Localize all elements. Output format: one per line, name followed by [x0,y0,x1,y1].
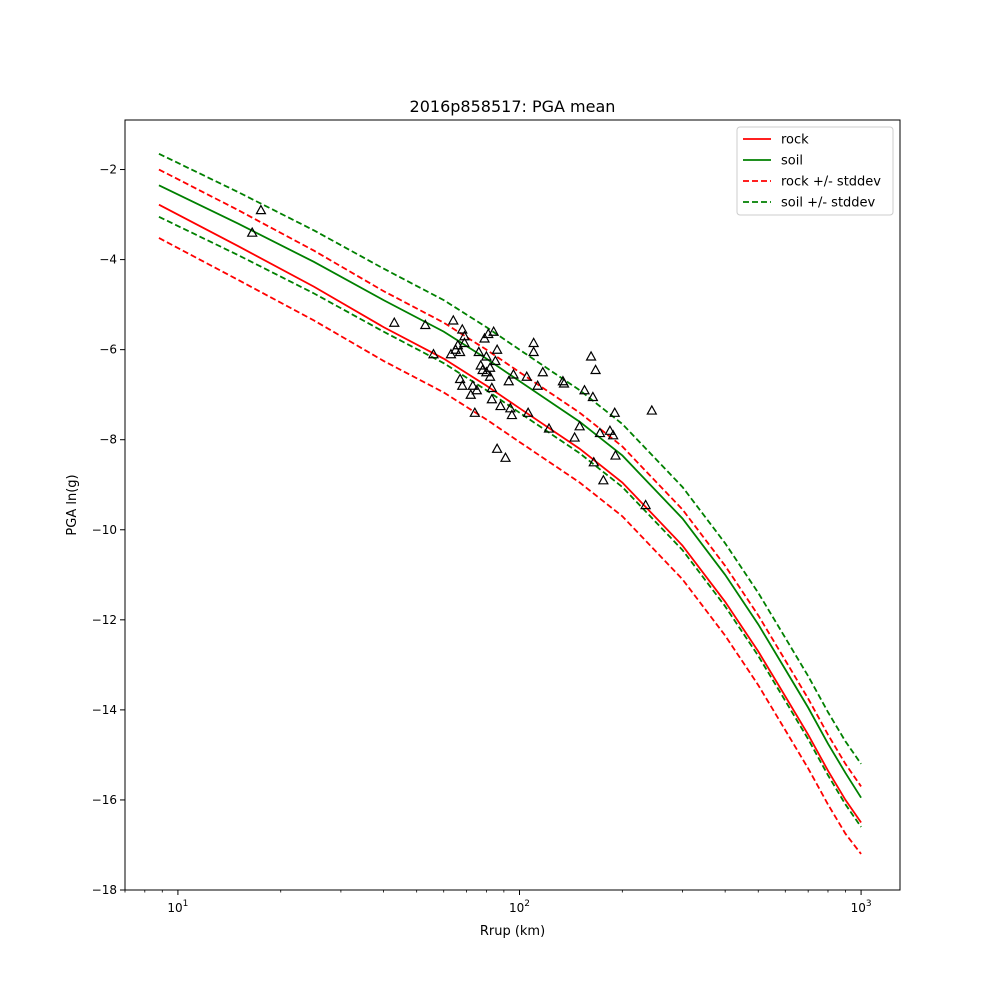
observation-point [447,314,459,325]
observation-point [489,355,501,366]
plot-frame [124,119,901,891]
series-line-4 [158,152,862,765]
observation-point [469,406,481,417]
y-tick-label: −2 [99,163,117,177]
observation-point [419,319,431,330]
observation-point [456,379,468,390]
series-line-2 [158,168,862,787]
observation-point [458,330,470,341]
observation-point [388,316,400,327]
observation-point [484,370,496,381]
observation-point [590,364,602,375]
observation-point [569,431,581,442]
observation-point [495,400,507,411]
series-line-5 [158,215,862,828]
observation-point [543,422,555,433]
y-tick-label: −10 [92,523,117,537]
observation-point [488,325,500,336]
legend-label: soil [781,154,803,169]
observation-point [503,375,515,386]
observation-point [507,368,519,379]
plot-area [158,152,862,855]
observation-point [499,451,512,462]
observation-point [585,350,597,361]
legend-label: rock [781,133,809,148]
x-axis: 101 102 103 [124,890,872,915]
observation-point [604,424,616,435]
series-line-1 [158,184,862,799]
observation-point [597,474,609,485]
observation-point [506,409,518,420]
legend-box [736,126,894,216]
x-tick-label: 103 [851,899,872,915]
observation-point [454,346,466,357]
observation-point [609,449,622,460]
y-axis: −18 −16 −14 −12 −10 −8 −6 −4 −2 [92,163,125,897]
y-tick-label: −6 [99,343,117,357]
y-tick-label: −16 [92,793,117,807]
observation-point [467,379,479,390]
legend: rock soil rock +/- stddev soil +/- stddev [736,126,894,216]
observation-point [246,226,258,237]
observation-point [458,337,470,348]
observation-point [504,402,516,413]
y-tick-label: −4 [99,253,117,267]
observation-point [454,373,466,384]
observation-point [609,406,621,417]
observation-point [255,204,267,215]
y-tick-label: −8 [99,433,117,447]
observation-point [532,379,544,390]
observation-point [473,346,485,357]
observation-point [521,370,533,381]
series-line-0 [158,203,862,823]
y-tick-label: −12 [92,613,117,627]
y-tick-label: −18 [92,883,117,897]
observation-point [452,339,464,350]
observation-point [537,366,549,377]
observation-point [486,393,498,404]
observation-point [587,391,599,402]
observation-point [522,406,534,417]
observation-point [491,343,503,354]
observation-point [528,346,540,357]
observation-point [558,377,570,388]
observation-point [456,323,468,334]
observation-point [574,420,586,431]
observation-point [594,427,606,438]
x-tick-label: 101 [167,899,188,915]
observation-point [578,384,591,395]
observation-point [427,348,439,359]
observation-point [486,382,498,393]
x-tick-label: 102 [509,899,530,915]
observation-point [480,350,492,361]
observation-point [491,442,503,453]
observation-point [640,499,652,510]
observation-point [646,404,658,415]
legend-label: soil +/- stddev [781,196,876,211]
chart-title: 2016p858517: PGA mean [410,97,616,116]
y-axis-label: PGA ln(g) [65,474,80,535]
series-line-3 [158,237,862,855]
observation-point [471,384,483,395]
observation-point [607,429,619,440]
legend-label: rock +/- stddev [781,175,881,190]
x-axis-label: Rrup (km) [480,924,545,939]
y-tick-label: −14 [92,703,117,717]
observation-point [588,456,600,467]
